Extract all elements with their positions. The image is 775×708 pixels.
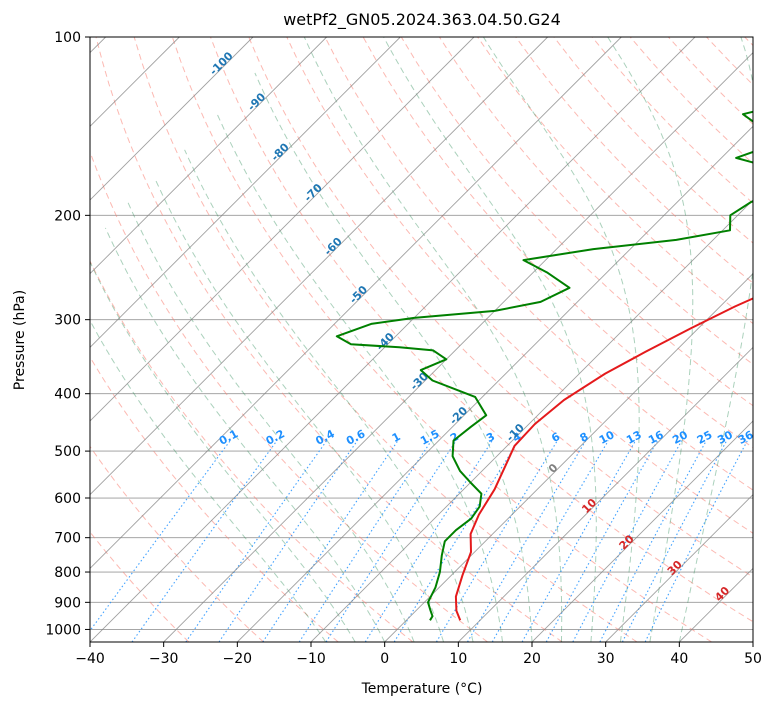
x-tick-label: −20 — [223, 651, 253, 667]
moist-adiabat-24 — [303, 37, 563, 642]
mixing-ratio-line-13 — [521, 440, 637, 642]
isotherm-0 — [384, 273, 753, 642]
x-tick-label: 50 — [744, 651, 762, 667]
temperature-line — [454, 297, 753, 621]
isotherm--90 — [90, 37, 327, 275]
isotherm--80 — [90, 37, 401, 348]
x-tick-label: −40 — [75, 651, 105, 667]
isotherm-10 — [458, 346, 753, 642]
y-axis-title: Pressure (hPa) — [12, 290, 28, 390]
mixing-ratio-label: 25 — [695, 428, 715, 447]
mixing-ratio-line-2 — [325, 440, 457, 642]
dry-adiabat-130 — [515, 37, 753, 284]
moist-adiabat-28 — [383, 37, 597, 642]
isotherm--40 — [90, 37, 696, 642]
mixing-ratio-label: 30 — [715, 428, 735, 447]
grid-lines — [90, 37, 753, 630]
dry-adiabat--20 — [90, 445, 264, 642]
chart-title: wetPf2_GN05.2024.363.04.50.G24 — [283, 10, 561, 30]
moist-adiabat-12 — [184, 149, 474, 642]
mixing-ratio-label: 20 — [670, 428, 690, 447]
y-tick-label: 500 — [54, 444, 81, 460]
mixing-ratio-line-0.2 — [131, 440, 278, 642]
moist-adiabat--4 — [90, 260, 356, 642]
mixing-ratio-line-0.1 — [90, 440, 231, 632]
x-tick-label: 40 — [670, 651, 688, 667]
mixing-ratio-line-0.4 — [185, 440, 328, 642]
mixing-ratio-line-20 — [572, 440, 683, 642]
skewed-isotherms — [90, 37, 753, 642]
profile-series — [335, 110, 753, 621]
isotherm--50 — [90, 37, 622, 569]
mixing-ratio-label: 36 — [736, 428, 756, 447]
x-tick-label: −30 — [149, 651, 179, 667]
moist-adiabats — [90, 37, 753, 642]
mixing-ratio-line-3 — [364, 440, 493, 642]
dry-adiabat-20 — [95, 37, 563, 642]
y-tick-label: 600 — [54, 491, 81, 507]
mixing-ratio-label: 10 — [597, 428, 617, 447]
moist-adiabat-16 — [216, 113, 503, 642]
mixing-ratio-line-1 — [262, 440, 399, 642]
x-tick-label: 30 — [597, 651, 615, 667]
moist-adiabat-40 — [678, 37, 753, 642]
mixing-ratio-line-8 — [467, 440, 587, 642]
isotherm--10 — [310, 199, 753, 642]
mixing-ratio-line-36 — [644, 440, 748, 642]
dry-adiabat-60 — [248, 37, 753, 578]
x-axis-title: Temperature (°C) — [361, 681, 483, 697]
isotherm-20 — [531, 420, 753, 642]
moist-adiabat-4 — [127, 201, 415, 642]
moist-adiabat-20 — [254, 72, 533, 642]
x-tick-label: −10 — [296, 651, 326, 667]
dry-adiabat-30 — [133, 37, 638, 642]
isotherm--70 — [90, 37, 475, 422]
moist-adiabat-36 — [607, 37, 694, 642]
mixing-ratio-label: 16 — [646, 428, 666, 447]
moist-adiabat-0 — [104, 227, 386, 642]
x-tick-label: 0 — [380, 651, 389, 667]
y-tick-label: 800 — [54, 565, 81, 581]
mixing-ratio-line-10 — [491, 440, 609, 642]
y-tick-label: 300 — [54, 313, 81, 329]
isotherm--100 — [90, 37, 254, 201]
axis-ticks: −40 −30 −20 −10 0 10 20 30 40 50 100 200 300 400 500 60… — [45, 30, 762, 667]
isotherm--20 — [237, 125, 753, 642]
dry-adiabats — [90, 37, 753, 642]
x-tick-label: 10 — [449, 651, 467, 667]
isotherm--30 — [163, 52, 753, 642]
x-tick-label: 20 — [523, 651, 541, 667]
dry-adiabat-70 — [286, 37, 753, 534]
y-tick-label: 400 — [54, 387, 81, 403]
y-tick-label: 900 — [54, 595, 81, 611]
dry-adiabat--10 — [90, 356, 339, 642]
dry-adiabat-0 — [90, 259, 414, 642]
mixing-ratio-line-6 — [435, 440, 558, 642]
isotherm--60 — [90, 37, 548, 496]
mixing-ratio-line-16 — [545, 440, 659, 642]
mixing-ratio-label: 13 — [624, 428, 644, 447]
dewpoint-line — [335, 110, 753, 621]
mixing-ratio-line-1.5 — [298, 440, 432, 642]
y-tick-label: 100 — [54, 30, 81, 46]
y-tick-label: 700 — [54, 531, 81, 547]
dry-adiabat-80 — [324, 37, 753, 491]
isotherm-30 — [605, 494, 753, 642]
y-tick-label: 1000 — [45, 622, 81, 638]
dry-adiabat-50 — [210, 37, 753, 623]
moist-adiabat--8 — [90, 319, 327, 642]
dry-adiabat-40 — [171, 37, 712, 642]
plot-frame — [89, 36, 754, 643]
y-tick-label: 200 — [54, 208, 81, 224]
moist-adiabat-32 — [482, 37, 640, 642]
